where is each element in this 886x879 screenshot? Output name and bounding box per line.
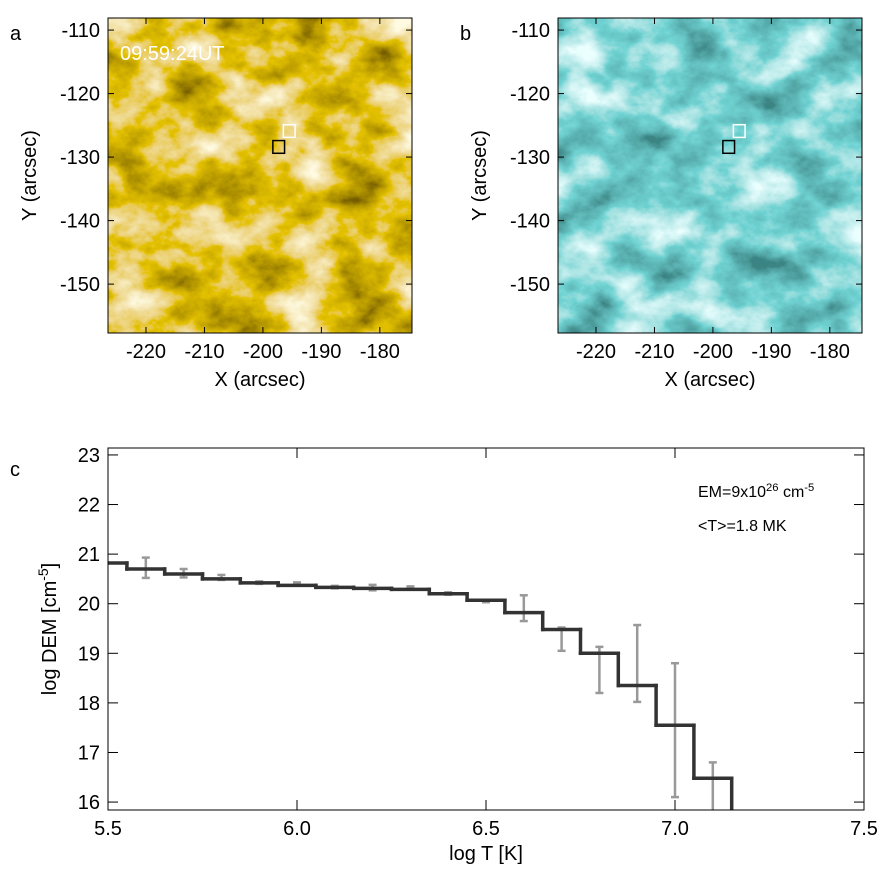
- plot-frame: [107, 17, 413, 334]
- y-tick-label: -150: [510, 274, 550, 296]
- y-tick-label: -150: [60, 274, 100, 296]
- y-tick-label: 23: [78, 445, 100, 467]
- solar-image: [108, 18, 412, 333]
- x-tick-label: -210: [184, 341, 224, 363]
- y-tick-label: 19: [78, 643, 100, 665]
- x-tick-label: -220: [126, 341, 166, 363]
- y-tick-label: -140: [60, 211, 100, 233]
- panel-label: b: [460, 23, 471, 45]
- y-axis-label: Y (arcsec): [19, 130, 41, 221]
- panel-label: a: [10, 23, 22, 45]
- region-box: [272, 139, 286, 155]
- y-tick-label: -130: [510, 147, 550, 169]
- y-tick-label: 17: [78, 742, 100, 764]
- annotation: <T>=1.8 MK: [698, 518, 787, 535]
- plot-frame: [557, 17, 863, 334]
- x-axis-label: log T [K]: [449, 843, 523, 865]
- x-tick-label: -190: [751, 341, 791, 363]
- y-tick-label: 20: [78, 594, 100, 616]
- region-box: [722, 139, 736, 155]
- y-axis-label: log DEM [cm-5]: [35, 563, 61, 695]
- region-box: [732, 123, 746, 139]
- x-tick-label: -180: [810, 341, 850, 363]
- y-axis-label: Y (arcsec): [469, 130, 491, 221]
- y-tick-label: 18: [78, 693, 100, 715]
- x-tick-label: -200: [693, 341, 733, 363]
- plot-frame: [107, 447, 865, 811]
- x-tick-label: -190: [301, 341, 341, 363]
- annotation: EM=9x1026 cm-5: [698, 482, 814, 501]
- x-tick-label: 7.0: [661, 818, 689, 840]
- text-part: <T>=1.8 MK: [698, 518, 787, 535]
- panel-label: c: [10, 459, 20, 481]
- x-tick-label: 6.5: [472, 818, 500, 840]
- y-tick-label: -110: [61, 20, 100, 42]
- text-part: ]: [39, 563, 61, 569]
- y-tick-label: -120: [60, 84, 100, 106]
- x-axis-label: X (arcsec): [664, 369, 755, 391]
- x-tick-label: -220: [576, 341, 616, 363]
- superscript: -5: [35, 568, 51, 581]
- x-tick-label: -180: [360, 341, 400, 363]
- y-tick-label: -110: [511, 20, 550, 42]
- y-tick-label: -130: [60, 147, 100, 169]
- superscript: -5: [804, 482, 814, 494]
- superscript: 26: [766, 482, 778, 494]
- x-tick-label: 7.5: [850, 818, 878, 840]
- x-tick-label: -210: [634, 341, 674, 363]
- text-part: EM=9x10: [698, 484, 766, 501]
- x-tick-label: 6.0: [283, 818, 311, 840]
- y-tick-label: 21: [78, 544, 100, 566]
- y-tick-label: 22: [78, 495, 100, 517]
- text-part: log DEM [cm: [39, 581, 61, 695]
- y-tick-label: -140: [510, 211, 550, 233]
- y-tick-label: 16: [78, 792, 100, 814]
- text-part: cm: [779, 484, 805, 501]
- x-axis-label: X (arcsec): [214, 369, 305, 391]
- x-tick-label: -200: [243, 341, 283, 363]
- x-tick-label: 5.5: [94, 818, 122, 840]
- y-tick-label: -120: [510, 84, 550, 106]
- timestamp: 09:59:24UT: [120, 43, 225, 65]
- solar-image: [558, 18, 862, 333]
- region-box: [282, 123, 296, 139]
- plot-area: [108, 556, 734, 810]
